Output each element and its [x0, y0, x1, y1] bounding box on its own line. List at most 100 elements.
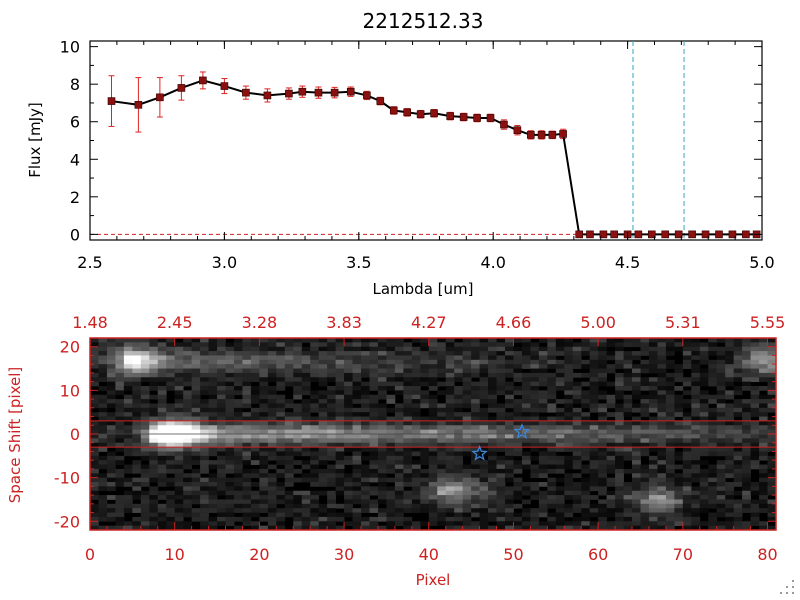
image-cell: [555, 416, 565, 422]
image-cell: [530, 386, 540, 391]
image-cell: [259, 499, 269, 505]
image-cell: [538, 425, 548, 431]
image-cell: [496, 364, 506, 369]
image-cell: [344, 486, 353, 492]
image-cell: [267, 442, 277, 448]
image-cell: [183, 434, 193, 439]
image-cell: [233, 438, 243, 444]
image-cell: [191, 368, 201, 374]
image-cell: [742, 508, 751, 513]
image-cell: [708, 407, 718, 413]
image-cell: [318, 420, 328, 426]
image-cell: [716, 381, 726, 387]
image-cell: [259, 394, 269, 400]
image-cell: [742, 338, 751, 343]
image-cell: [606, 355, 616, 361]
image-cell: [691, 490, 701, 496]
image-cell: [301, 503, 311, 509]
image-cell: [361, 346, 370, 352]
image-cell: [250, 429, 260, 435]
image-cell: [521, 359, 531, 365]
image-cell: [479, 434, 489, 439]
image-cell: [682, 364, 692, 369]
image-cell: [293, 521, 303, 527]
image-cell: [733, 359, 743, 365]
image-cell: [640, 525, 650, 531]
image-cell: [742, 342, 751, 348]
image-cell: [615, 508, 624, 513]
image-cell: [665, 412, 675, 417]
image-cell: [132, 420, 142, 426]
image-cell: [767, 429, 777, 435]
image-cell: [598, 355, 608, 361]
image-cell: [259, 490, 269, 496]
image-cell: [437, 477, 447, 483]
image-cell: [344, 381, 353, 387]
image-cell: [437, 482, 447, 487]
image-cell: [665, 516, 675, 522]
image-cell: [454, 490, 464, 496]
spectrum-y-tick-label: 0: [70, 225, 80, 244]
image-cell: [640, 434, 650, 439]
image-cell: [682, 455, 692, 461]
image-cell: [310, 364, 320, 369]
image-cell: [369, 368, 379, 374]
image-cell: [217, 342, 226, 348]
image-cell: [140, 412, 150, 417]
image-cell: [674, 372, 684, 378]
image-cell: [428, 386, 438, 391]
image-cell: [123, 477, 133, 483]
image-cell: [708, 468, 718, 474]
image-cell: [335, 338, 345, 343]
image-cell: [454, 455, 464, 461]
image-cell: [106, 473, 116, 479]
image-cell: [411, 351, 421, 356]
image-cell: [327, 342, 337, 348]
image-cell: [623, 420, 633, 426]
image-cell: [276, 403, 286, 409]
image-cell: [437, 495, 447, 500]
image-cell: [149, 516, 159, 522]
image-cell: [454, 482, 464, 487]
image-cell: [665, 351, 675, 356]
image-cell: [428, 508, 438, 513]
image-cell: [403, 477, 413, 483]
image-cell: [377, 355, 387, 361]
image-cell: [327, 490, 337, 496]
image-cell: [242, 412, 252, 417]
image-cell: [191, 351, 201, 356]
image-cell: [132, 460, 142, 465]
image-cell: [259, 359, 269, 365]
image-cell: [318, 438, 328, 444]
image-cell: [598, 512, 608, 518]
image-cell: [428, 394, 438, 400]
image-cell: [174, 364, 184, 369]
image-cell: [369, 521, 379, 527]
image-cell: [225, 390, 235, 396]
image-cell: [538, 447, 548, 452]
image-cell: [259, 390, 269, 396]
image-cell: [479, 338, 489, 343]
image-cell: [504, 403, 514, 409]
image-cell: [149, 434, 159, 439]
image-cell: [598, 407, 608, 413]
image-cell: [284, 420, 294, 426]
image-cell: [589, 434, 599, 439]
image-cell: [200, 503, 209, 509]
image-cell: [716, 495, 726, 500]
image-cell: [259, 451, 269, 457]
image-cell: [615, 525, 624, 531]
image-cell: [767, 407, 777, 413]
image-cell: [682, 425, 692, 431]
image-cell: [733, 512, 743, 518]
image-cell: [598, 364, 608, 369]
image-cell: [301, 490, 311, 496]
image-cell: [572, 425, 582, 431]
image-cell: [725, 407, 735, 413]
image-cell: [598, 508, 608, 513]
image-cell: [217, 473, 226, 479]
image-cell: [98, 394, 108, 400]
image-cell: [513, 416, 523, 422]
image-cell: [716, 477, 726, 483]
image-cell: [335, 473, 345, 479]
